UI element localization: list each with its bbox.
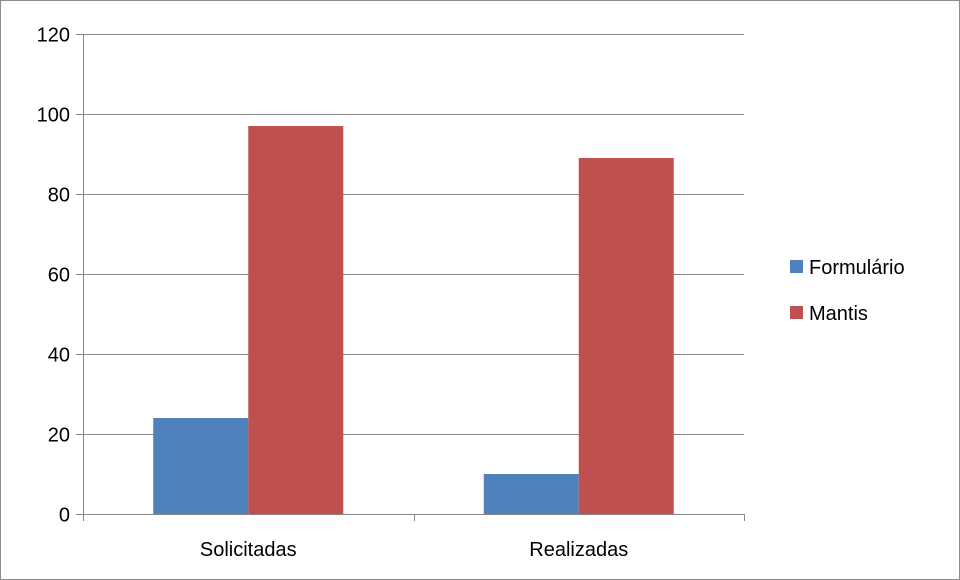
bars: [153, 126, 674, 514]
y-tick-label: 100: [37, 105, 70, 127]
y-tick-label: 40: [48, 345, 70, 367]
y-tick-label: 120: [37, 25, 70, 47]
bar-formulário-solicitadas: [153, 418, 249, 514]
bar-mantis-solicitadas: [248, 126, 344, 514]
legend-swatch: [790, 260, 803, 273]
bar-mantis-realizadas: [578, 158, 674, 514]
legend-swatch: [790, 306, 803, 319]
axes: 0 20 40 60 80 100 120 Solicitadas Realizadas: [37, 25, 745, 561]
y-tick-label: 20: [48, 425, 70, 447]
legend: Formulário Mantis: [790, 257, 905, 325]
y-tick-label: 60: [48, 265, 70, 287]
y-tick-label: 0: [59, 505, 70, 527]
legend-label: Formulário: [809, 257, 905, 279]
y-tick-label: 80: [48, 185, 70, 207]
x-tick-label: Solicitadas: [200, 539, 297, 561]
x-tick-label: Realizadas: [529, 539, 628, 561]
bar-formulário-realizadas: [483, 474, 579, 514]
legend-label: Mantis: [809, 303, 868, 325]
